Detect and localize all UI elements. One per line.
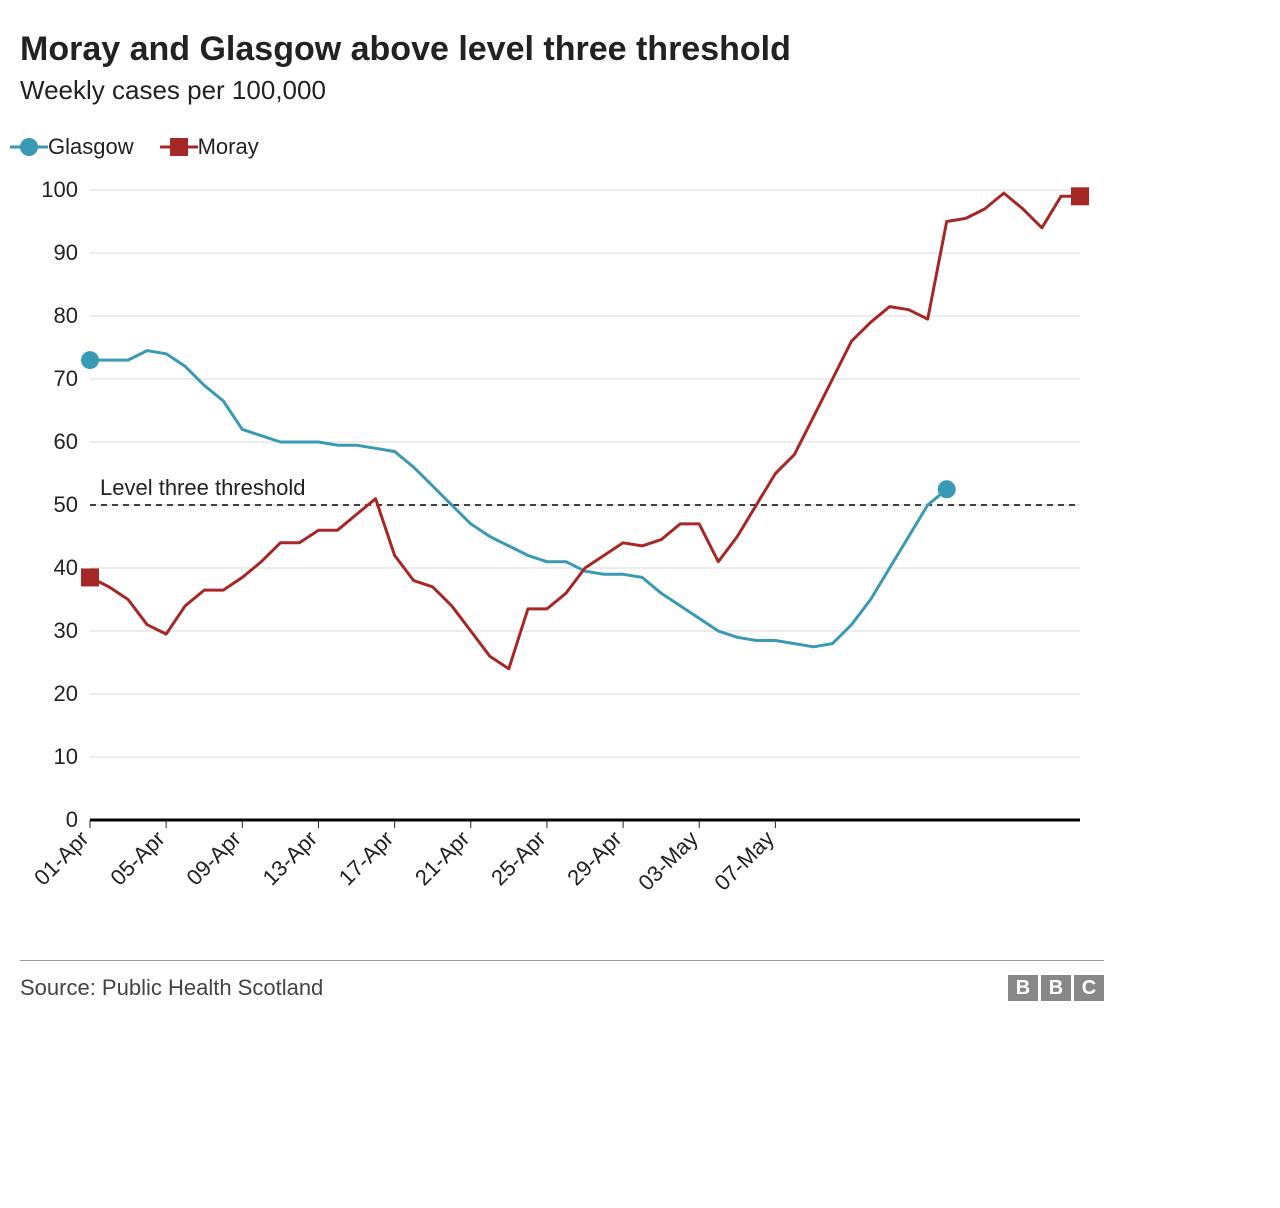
source-text: Source: Public Health Scotland xyxy=(20,975,323,1001)
svg-text:30: 30 xyxy=(54,618,78,643)
chart-container: Moray and Glasgow above level three thre… xyxy=(0,0,1124,1021)
svg-text:90: 90 xyxy=(54,240,78,265)
svg-text:09-Apr: 09-Apr xyxy=(181,826,245,890)
line-moray xyxy=(90,193,1080,669)
chart-footer: Source: Public Health Scotland B B C xyxy=(20,960,1104,1001)
legend-label-moray: Moray xyxy=(198,134,259,160)
svg-text:40: 40 xyxy=(54,555,78,580)
chart-plot: 0102030405060708090100Level three thresh… xyxy=(20,180,1104,940)
svg-text:07-May: 07-May xyxy=(709,826,779,896)
svg-text:13-Apr: 13-Apr xyxy=(258,826,322,890)
marker-glasgow xyxy=(938,480,956,498)
bbc-logo-b1: B xyxy=(1008,975,1038,1001)
chart-subtitle: Weekly cases per 100,000 xyxy=(20,75,1104,106)
legend-label-glasgow: Glasgow xyxy=(48,134,134,160)
svg-text:10: 10 xyxy=(54,744,78,769)
legend-marker-moray xyxy=(170,138,188,156)
svg-text:60: 60 xyxy=(54,429,78,454)
svg-text:80: 80 xyxy=(54,303,78,328)
svg-text:05-Apr: 05-Apr xyxy=(105,826,169,890)
svg-text:100: 100 xyxy=(41,180,78,202)
legend-item-glasgow: Glasgow xyxy=(20,134,134,160)
bbc-logo-b2: B xyxy=(1041,975,1071,1001)
legend: Glasgow Moray xyxy=(20,134,1104,160)
bbc-logo: B B C xyxy=(1008,975,1104,1001)
legend-marker-glasgow xyxy=(20,138,38,156)
chart-svg: 0102030405060708090100Level three thresh… xyxy=(20,180,1100,940)
svg-text:01-Apr: 01-Apr xyxy=(29,826,93,890)
svg-text:03-May: 03-May xyxy=(633,826,703,896)
threshold-label: Level three threshold xyxy=(100,475,305,500)
bbc-logo-c: C xyxy=(1074,975,1104,1001)
svg-text:70: 70 xyxy=(54,366,78,391)
svg-text:20: 20 xyxy=(54,681,78,706)
marker-moray xyxy=(1071,187,1089,205)
svg-text:21-Apr: 21-Apr xyxy=(410,826,474,890)
legend-item-moray: Moray xyxy=(170,134,259,160)
svg-text:50: 50 xyxy=(54,492,78,517)
marker-moray xyxy=(81,568,99,586)
svg-text:17-Apr: 17-Apr xyxy=(334,826,398,890)
svg-text:25-Apr: 25-Apr xyxy=(486,826,550,890)
svg-text:29-Apr: 29-Apr xyxy=(562,826,626,890)
marker-glasgow xyxy=(81,351,99,369)
chart-title: Moray and Glasgow above level three thre… xyxy=(20,30,1104,69)
